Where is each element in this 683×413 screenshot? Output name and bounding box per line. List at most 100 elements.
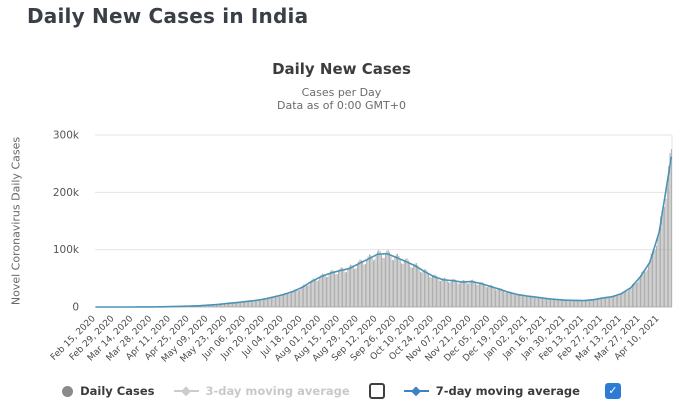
daily-cases-bar bbox=[242, 302, 244, 307]
daily-cases-bar bbox=[295, 289, 297, 307]
legend-label-3day-avg: 3-day moving average bbox=[205, 384, 350, 398]
daily-cases-bar bbox=[363, 264, 365, 307]
daily-cases-bar bbox=[394, 257, 396, 307]
daily-cases-bar bbox=[578, 300, 580, 307]
daily-cases-bar bbox=[344, 272, 346, 307]
daily-cases-bar bbox=[625, 291, 627, 307]
daily-cases-bar bbox=[649, 259, 651, 307]
daily-cases-bar bbox=[275, 295, 276, 307]
legend-item-3day-avg[interactable]: 3-day moving average bbox=[173, 384, 350, 398]
settings-checkbox-checked[interactable]: ✓ bbox=[604, 383, 621, 399]
daily-cases-bar bbox=[418, 269, 420, 307]
daily-cases-bar bbox=[245, 301, 247, 307]
daily-cases-bar bbox=[511, 292, 513, 307]
daily-cases-bar bbox=[356, 265, 358, 307]
daily-cases-bar bbox=[330, 271, 331, 307]
legend-item-7day-avg[interactable]: 7-day moving average bbox=[403, 384, 580, 398]
avg7-checkbox-unchecked[interactable] bbox=[368, 383, 385, 399]
daily-cases-bar bbox=[236, 302, 237, 307]
daily-cases-bar bbox=[362, 262, 364, 307]
daily-cases-bar bbox=[340, 267, 342, 307]
daily-cases-bar bbox=[399, 260, 401, 307]
daily-cases-bar bbox=[360, 260, 362, 307]
daily-cases-bar bbox=[602, 297, 604, 307]
daily-cases-bar bbox=[477, 284, 479, 307]
daily-cases-bar bbox=[229, 303, 231, 307]
daily-cases-bar bbox=[441, 279, 443, 307]
daily-cases-bar bbox=[563, 300, 565, 307]
daily-cases-bar bbox=[319, 277, 321, 307]
daily-cases-bar bbox=[527, 295, 529, 307]
daily-cases-bar bbox=[488, 286, 490, 307]
daily-cases-bar bbox=[606, 297, 608, 307]
chart-title: Daily New Cases bbox=[272, 60, 411, 78]
daily-cases-bar bbox=[422, 271, 424, 307]
daily-cases-bar bbox=[448, 282, 450, 307]
daily-cases-bar bbox=[653, 250, 655, 307]
daily-cases-bar bbox=[377, 251, 378, 307]
daily-cases-bar bbox=[555, 299, 557, 307]
daily-cases-bar bbox=[497, 289, 499, 307]
chart-subtitle-line1: Cases per Day bbox=[301, 86, 382, 99]
daily-cases-bar bbox=[525, 296, 527, 307]
daily-cases-bar bbox=[599, 299, 601, 307]
daily-cases-bar bbox=[332, 270, 334, 307]
daily-cases-bar bbox=[230, 303, 232, 307]
daily-cases-bar bbox=[434, 274, 436, 307]
daily-cases-bar bbox=[586, 299, 588, 307]
daily-cases-bar bbox=[358, 261, 360, 307]
daily-cases-bar bbox=[453, 278, 455, 307]
check-icon: ✓ bbox=[608, 384, 618, 397]
3day-avg-line-marker-icon bbox=[173, 386, 199, 396]
daily-cases-bar bbox=[311, 280, 313, 307]
daily-cases-bar bbox=[528, 295, 530, 307]
daily-cases-bar bbox=[355, 268, 357, 307]
daily-cases-bar bbox=[505, 292, 507, 307]
daily-cases-bar bbox=[531, 296, 533, 307]
daily-cases-bar bbox=[285, 292, 287, 307]
daily-cases-bar bbox=[309, 282, 311, 307]
daily-cases-bar bbox=[354, 269, 356, 307]
daily-cases-bar bbox=[262, 299, 264, 307]
daily-cases-bar bbox=[601, 298, 602, 307]
daily-cases-bar bbox=[605, 297, 606, 307]
daily-cases-bar bbox=[449, 282, 451, 307]
daily-cases-bar bbox=[438, 280, 440, 307]
daily-cases-bar bbox=[595, 298, 597, 307]
daily-cases-bar bbox=[524, 296, 526, 307]
daily-cases-bar bbox=[465, 282, 467, 307]
daily-cases-bar bbox=[342, 268, 343, 307]
daily-cases-bar bbox=[609, 297, 611, 307]
daily-cases-bar bbox=[519, 293, 521, 307]
daily-cases-bar bbox=[261, 299, 263, 307]
daily-cases-bar bbox=[516, 294, 518, 307]
daily-cases-bar bbox=[618, 295, 620, 307]
daily-cases-bar bbox=[254, 300, 256, 307]
daily-cases-bar bbox=[383, 257, 385, 307]
daily-cases-bar bbox=[598, 299, 600, 307]
legend-item-daily-cases[interactable]: Daily Cases bbox=[62, 384, 155, 398]
daily-cases-bar bbox=[633, 283, 635, 307]
daily-cases-bar bbox=[450, 280, 452, 307]
7day-avg-line-marker-icon bbox=[403, 386, 429, 396]
daily-cases-bar bbox=[614, 295, 616, 307]
daily-cases-bar bbox=[530, 295, 531, 307]
daily-cases-bar bbox=[461, 280, 463, 307]
daily-cases-bar bbox=[248, 300, 250, 307]
daily-cases-bar bbox=[379, 251, 381, 307]
daily-cases-bar bbox=[457, 283, 459, 307]
daily-cases-bar bbox=[214, 304, 216, 307]
daily-cases-bar bbox=[323, 274, 325, 307]
daily-cases-bar bbox=[336, 274, 338, 307]
daily-cases-bar bbox=[657, 237, 659, 307]
daily-cases-bar bbox=[289, 293, 291, 307]
daily-cases-bar bbox=[572, 300, 574, 307]
daily-cases-bar bbox=[489, 285, 491, 307]
daily-cases-bar bbox=[660, 216, 662, 307]
daily-cases-bar bbox=[307, 285, 309, 307]
legend-label-daily-cases: Daily Cases bbox=[80, 384, 155, 398]
daily-cases-bar bbox=[271, 298, 272, 307]
daily-cases-bar bbox=[535, 297, 537, 307]
daily-cases-bar bbox=[216, 304, 217, 307]
